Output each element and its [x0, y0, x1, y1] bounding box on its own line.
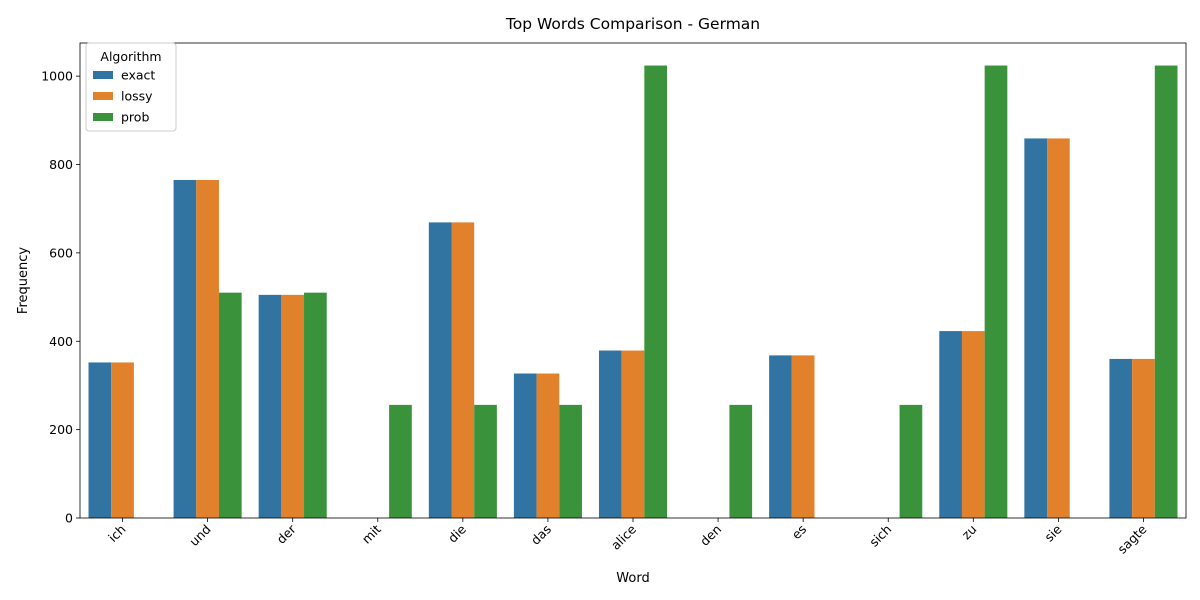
y-tick-label: 200 — [49, 422, 73, 437]
x-tick-label-mit: mit — [359, 521, 384, 546]
bar-prob-das — [559, 404, 582, 518]
y-axis: 0 200 400 600 800 1000 — [41, 69, 80, 526]
bar-exact-sagte — [1109, 358, 1133, 518]
bar-exact-das — [513, 373, 537, 518]
legend-label-lossy: lossy — [121, 89, 153, 104]
bar-prob-zu — [984, 65, 1008, 518]
plot-frame — [79, 42, 1187, 519]
bar-prob-die — [474, 404, 497, 518]
x-tick-label-die: die — [445, 521, 469, 545]
x-tick-label-ich: ich — [105, 522, 129, 546]
y-tick-label: 400 — [49, 334, 73, 349]
bar-prob-der — [304, 292, 327, 518]
chart-title: Top Words Comparison - German — [505, 15, 760, 33]
legend-label-exact: exact — [121, 68, 155, 83]
bar-exact-sie — [1024, 138, 1048, 518]
bars-group — [88, 65, 1178, 518]
bar-exact-es — [769, 355, 792, 518]
bar-exact-der — [258, 294, 282, 518]
bar-exact-zu — [939, 331, 962, 518]
x-tick-label-sich: sich — [866, 522, 894, 550]
legend-title: Algorithm — [100, 49, 161, 64]
bar-exact-ich — [88, 362, 112, 518]
bar-lossy-ich — [111, 362, 134, 518]
x-axis-label: Word — [616, 571, 649, 586]
x-axis: ich und der mit die das alice den es sich zu sie sag… — [105, 518, 1150, 557]
legend-swatch-exact — [93, 71, 113, 79]
y-axis-label: Frequency — [16, 247, 31, 314]
bar-prob-und — [218, 292, 242, 518]
x-tick-label-den: den — [697, 522, 724, 549]
x-tick-label-alice: alice — [608, 521, 639, 552]
x-tick-label-zu: zu — [959, 522, 980, 543]
legend-swatch-lossy — [93, 92, 113, 100]
bar-lossy-sagte — [1132, 358, 1155, 518]
bar-exact-und — [173, 179, 197, 518]
bar-lossy-alice — [621, 350, 645, 518]
bar-prob-den — [729, 404, 753, 518]
y-tick-label: 600 — [49, 245, 73, 260]
x-tick-label-sie: sie — [1041, 521, 1064, 544]
bar-lossy-es — [791, 355, 815, 518]
bar-lossy-sie — [1047, 138, 1070, 518]
y-tick-label: 0 — [65, 511, 73, 526]
legend: Algorithm exact lossy prob — [85, 42, 177, 132]
legend-box — [85, 42, 177, 132]
legend-swatch-prob — [93, 113, 113, 121]
bar-lossy-die — [451, 222, 475, 518]
bar-prob-sagte — [1154, 65, 1178, 518]
y-tick-label: 800 — [49, 157, 73, 172]
bar-lossy-der — [281, 294, 305, 518]
x-tick-label-der: der — [274, 521, 300, 547]
bar-exact-die — [428, 222, 452, 518]
y-tick-label: 1000 — [41, 69, 73, 84]
x-tick-label-das: das — [528, 522, 554, 548]
bar-lossy-das — [536, 373, 560, 518]
bar-prob-alice — [644, 65, 668, 518]
bar-prob-mit — [389, 404, 412, 518]
bar-exact-alice — [598, 350, 622, 518]
legend-label-prob: prob — [121, 110, 149, 125]
x-tick-label-sagte: sagte — [1114, 521, 1149, 556]
bar-lossy-und — [196, 179, 219, 518]
x-tick-label-und: und — [186, 522, 213, 549]
x-tick-label-es: es — [789, 522, 810, 543]
bar-prob-sich — [899, 404, 923, 518]
bar-lossy-zu — [961, 331, 985, 518]
